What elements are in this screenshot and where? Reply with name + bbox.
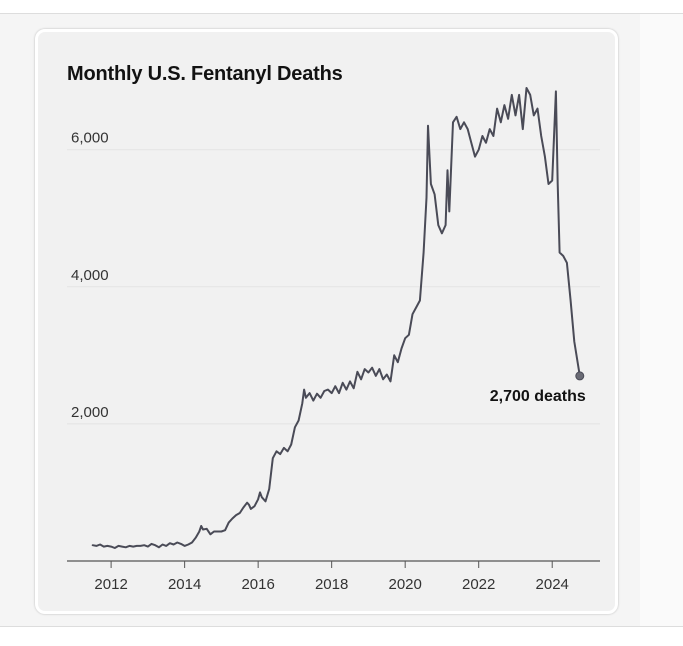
x-tick-label: 2016 [241,576,274,593]
end-point-annotation: 2,700 deaths [490,388,586,405]
x-tick-label: 2014 [168,576,201,593]
page-bottom-divider [0,626,683,627]
chart-card [35,29,618,614]
series-line [91,87,581,549]
x-tick-label: 2020 [388,576,421,593]
chart-title: Monthly U.S. Fentanyl Deaths [67,63,343,85]
page-top-divider [0,13,683,14]
end-point-marker [575,371,585,381]
y-tick-label: 6,000 [71,130,109,147]
page-top-band [0,0,683,14]
x-tick-label: 2018 [315,576,348,593]
x-tick-label: 2024 [536,576,569,593]
page-bottom-band [0,626,683,646]
x-tick-label: 2012 [94,576,127,593]
x-tick-label: 2022 [462,576,495,593]
y-tick-label: 2,000 [71,404,109,421]
y-tick-label: 4,000 [71,267,109,284]
page-right-margin [640,14,683,626]
